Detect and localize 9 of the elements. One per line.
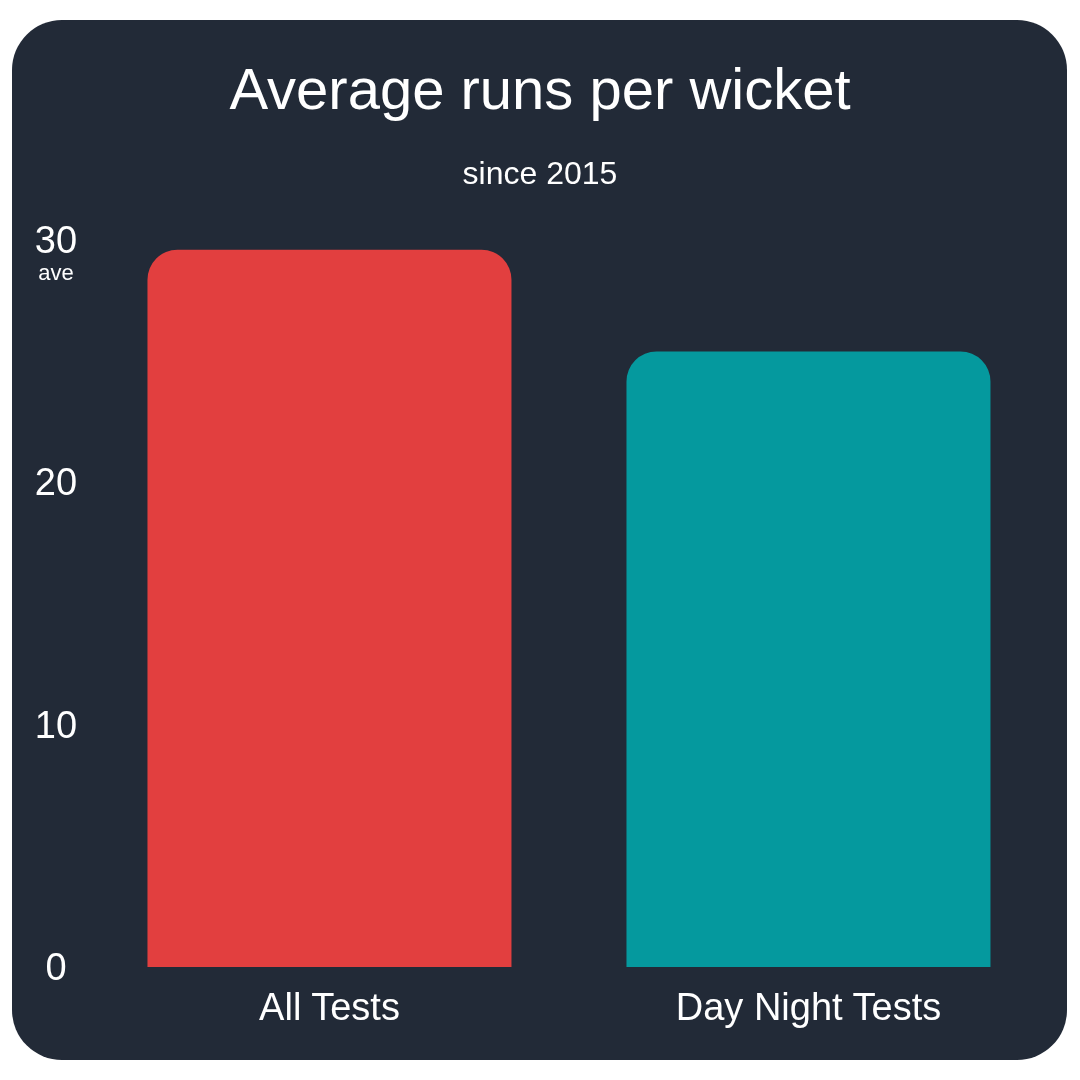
x-tick-label: All Tests bbox=[259, 985, 400, 1028]
y-tick-label: 0 bbox=[45, 946, 67, 988]
chart-title: Average runs per wicket bbox=[228, 55, 852, 122]
y-tick-label: 30 bbox=[34, 219, 78, 261]
y-tick-label: 20 bbox=[34, 461, 78, 504]
y-tick-label: 10 bbox=[34, 703, 78, 746]
chart-subtitle: since 2015 bbox=[461, 155, 619, 192]
x-tick-label: Day Night Tests bbox=[675, 985, 942, 1028]
y-axis-title: ave bbox=[37, 260, 75, 286]
